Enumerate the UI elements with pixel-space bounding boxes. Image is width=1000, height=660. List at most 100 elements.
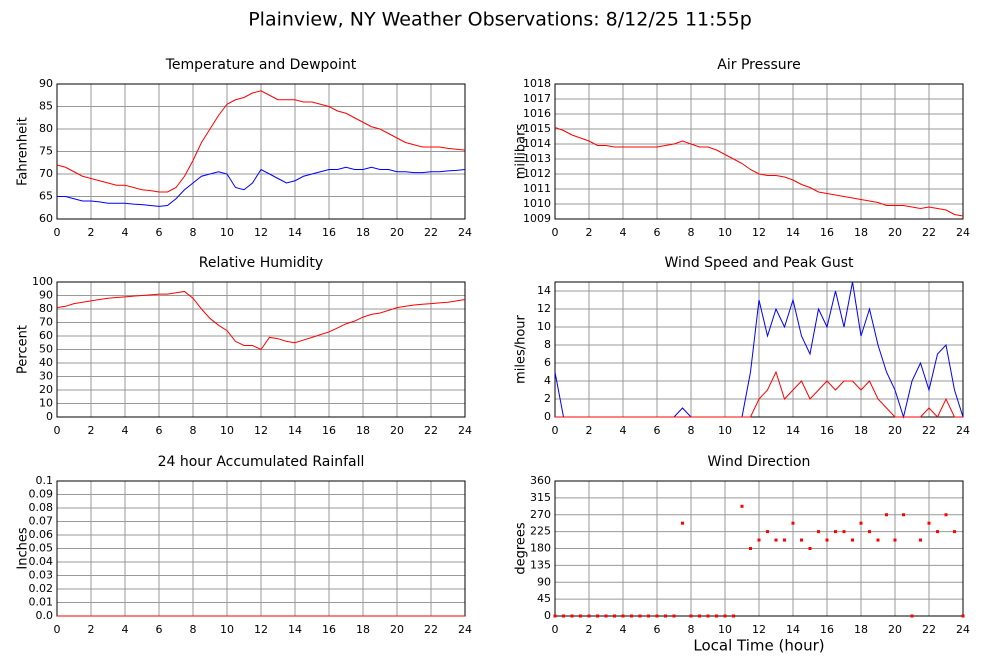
x-tick-label: 16 xyxy=(820,424,834,437)
x-tick-label: 18 xyxy=(854,226,868,239)
data-point xyxy=(706,614,710,618)
x-tick-label: 12 xyxy=(752,424,766,437)
x-tick-label: 10 xyxy=(220,424,234,437)
x-tick-label: 8 xyxy=(688,424,695,437)
y-tick-label: 70 xyxy=(39,316,53,329)
y-tick-label: 0 xyxy=(544,410,551,423)
x-tick-label: 16 xyxy=(322,226,336,239)
x-tick-label: 10 xyxy=(718,226,732,239)
data-point xyxy=(910,614,914,618)
x-tick-label: 24 xyxy=(458,424,472,437)
x-tick-label: 0 xyxy=(552,226,559,239)
data-point xyxy=(800,538,803,542)
data-point xyxy=(732,614,735,618)
y-tick-label: 70 xyxy=(39,167,53,180)
y-tick-label: 8 xyxy=(544,338,551,351)
x-tick-label: 16 xyxy=(820,226,834,239)
y-tick-label: 20 xyxy=(39,383,53,396)
y-axis-label: miles/hour xyxy=(514,314,529,383)
x-tick-label: 14 xyxy=(288,623,302,636)
x-tick-label: 20 xyxy=(888,226,902,239)
panel-title: Wind Direction xyxy=(708,454,811,470)
data-line xyxy=(56,90,466,193)
y-tick-label: 1010 xyxy=(523,197,551,210)
x-tick-label: 14 xyxy=(786,226,800,239)
x-tick-label: 2 xyxy=(88,226,95,239)
y-axis-label: Inches xyxy=(16,527,31,569)
data-point xyxy=(919,538,922,542)
x-tick-label: 16 xyxy=(820,623,834,636)
y-tick-label: 80 xyxy=(39,122,53,135)
y-tick-label: 0.04 xyxy=(29,555,54,568)
x-tick-label: 18 xyxy=(854,623,868,636)
x-tick-label: 0 xyxy=(552,424,559,437)
y-tick-label: 4 xyxy=(544,374,551,387)
data-point xyxy=(876,538,880,542)
x-tick-label: 14 xyxy=(786,623,800,636)
y-tick-label: 6 xyxy=(544,356,551,369)
y-tick-label: 90 xyxy=(537,575,551,588)
x-tick-label: 20 xyxy=(888,623,902,636)
x-tick-label: 2 xyxy=(88,424,95,437)
x-tick-label: 12 xyxy=(752,226,766,239)
y-tick-label: 85 xyxy=(39,100,53,113)
data-point xyxy=(783,538,786,542)
y-tick-label: 14 xyxy=(537,284,551,297)
data-point xyxy=(613,614,616,618)
x-tick-label: 2 xyxy=(586,226,593,239)
x-tick-label: 4 xyxy=(620,424,627,437)
x-tick-label: 22 xyxy=(424,623,438,636)
x-tick-label: 8 xyxy=(190,424,197,437)
y-tick-label: 0.1 xyxy=(36,474,54,487)
x-tick-label: 22 xyxy=(922,623,936,636)
data-point xyxy=(961,614,965,618)
y-tick-label: 0.05 xyxy=(29,542,54,555)
plot-border xyxy=(554,480,964,617)
plot-border xyxy=(56,281,466,418)
x-tick-label: 6 xyxy=(156,623,163,636)
y-tick-label: 1018 xyxy=(523,77,551,90)
x-tick-label: 24 xyxy=(956,424,970,437)
data-point xyxy=(851,538,854,542)
y-tick-label: 30 xyxy=(39,370,53,383)
x-tick-label: 0 xyxy=(54,623,61,636)
y-tick-label: 65 xyxy=(39,190,53,203)
data-point xyxy=(936,530,939,534)
data-point xyxy=(944,513,948,517)
y-axis-label: millibars xyxy=(514,124,529,180)
data-point xyxy=(834,530,837,534)
data-point xyxy=(902,513,905,517)
data-point xyxy=(927,521,931,525)
data-point xyxy=(596,614,599,618)
panel-title: 24 hour Accumulated Rainfall xyxy=(158,454,365,470)
data-point xyxy=(885,513,888,517)
y-tick-label: 135 xyxy=(530,558,551,571)
data-point xyxy=(647,614,650,618)
x-tick-label: 24 xyxy=(956,623,970,636)
data-point xyxy=(740,504,744,508)
plot-border xyxy=(554,83,964,220)
y-tick-label: 1012 xyxy=(523,167,551,180)
data-point xyxy=(868,530,871,534)
x-tick-label: 16 xyxy=(322,424,336,437)
data-point xyxy=(749,547,752,550)
y-tick-label: 0.06 xyxy=(29,528,54,541)
data-point xyxy=(570,614,574,618)
y-tick-label: 2 xyxy=(544,392,551,405)
x-tick-label: 6 xyxy=(654,226,661,239)
x-tick-label: 12 xyxy=(752,623,766,636)
data-point xyxy=(681,521,684,525)
y-tick-label: 270 xyxy=(530,508,551,521)
y-axis-label: Percent xyxy=(16,325,31,374)
y-tick-label: 180 xyxy=(530,542,551,555)
x-tick-label: 0 xyxy=(54,424,61,437)
panel-title: Air Pressure xyxy=(717,57,800,73)
x-tick-label: 4 xyxy=(122,623,129,636)
x-tick-label: 4 xyxy=(620,226,627,239)
x-tick-label: 18 xyxy=(854,424,868,437)
data-point xyxy=(621,614,625,618)
x-tick-label: 12 xyxy=(254,424,268,437)
y-axis-label: degrees xyxy=(514,522,529,575)
x-tick-label: 6 xyxy=(156,226,163,239)
panel-title: Relative Humidity xyxy=(199,255,323,271)
